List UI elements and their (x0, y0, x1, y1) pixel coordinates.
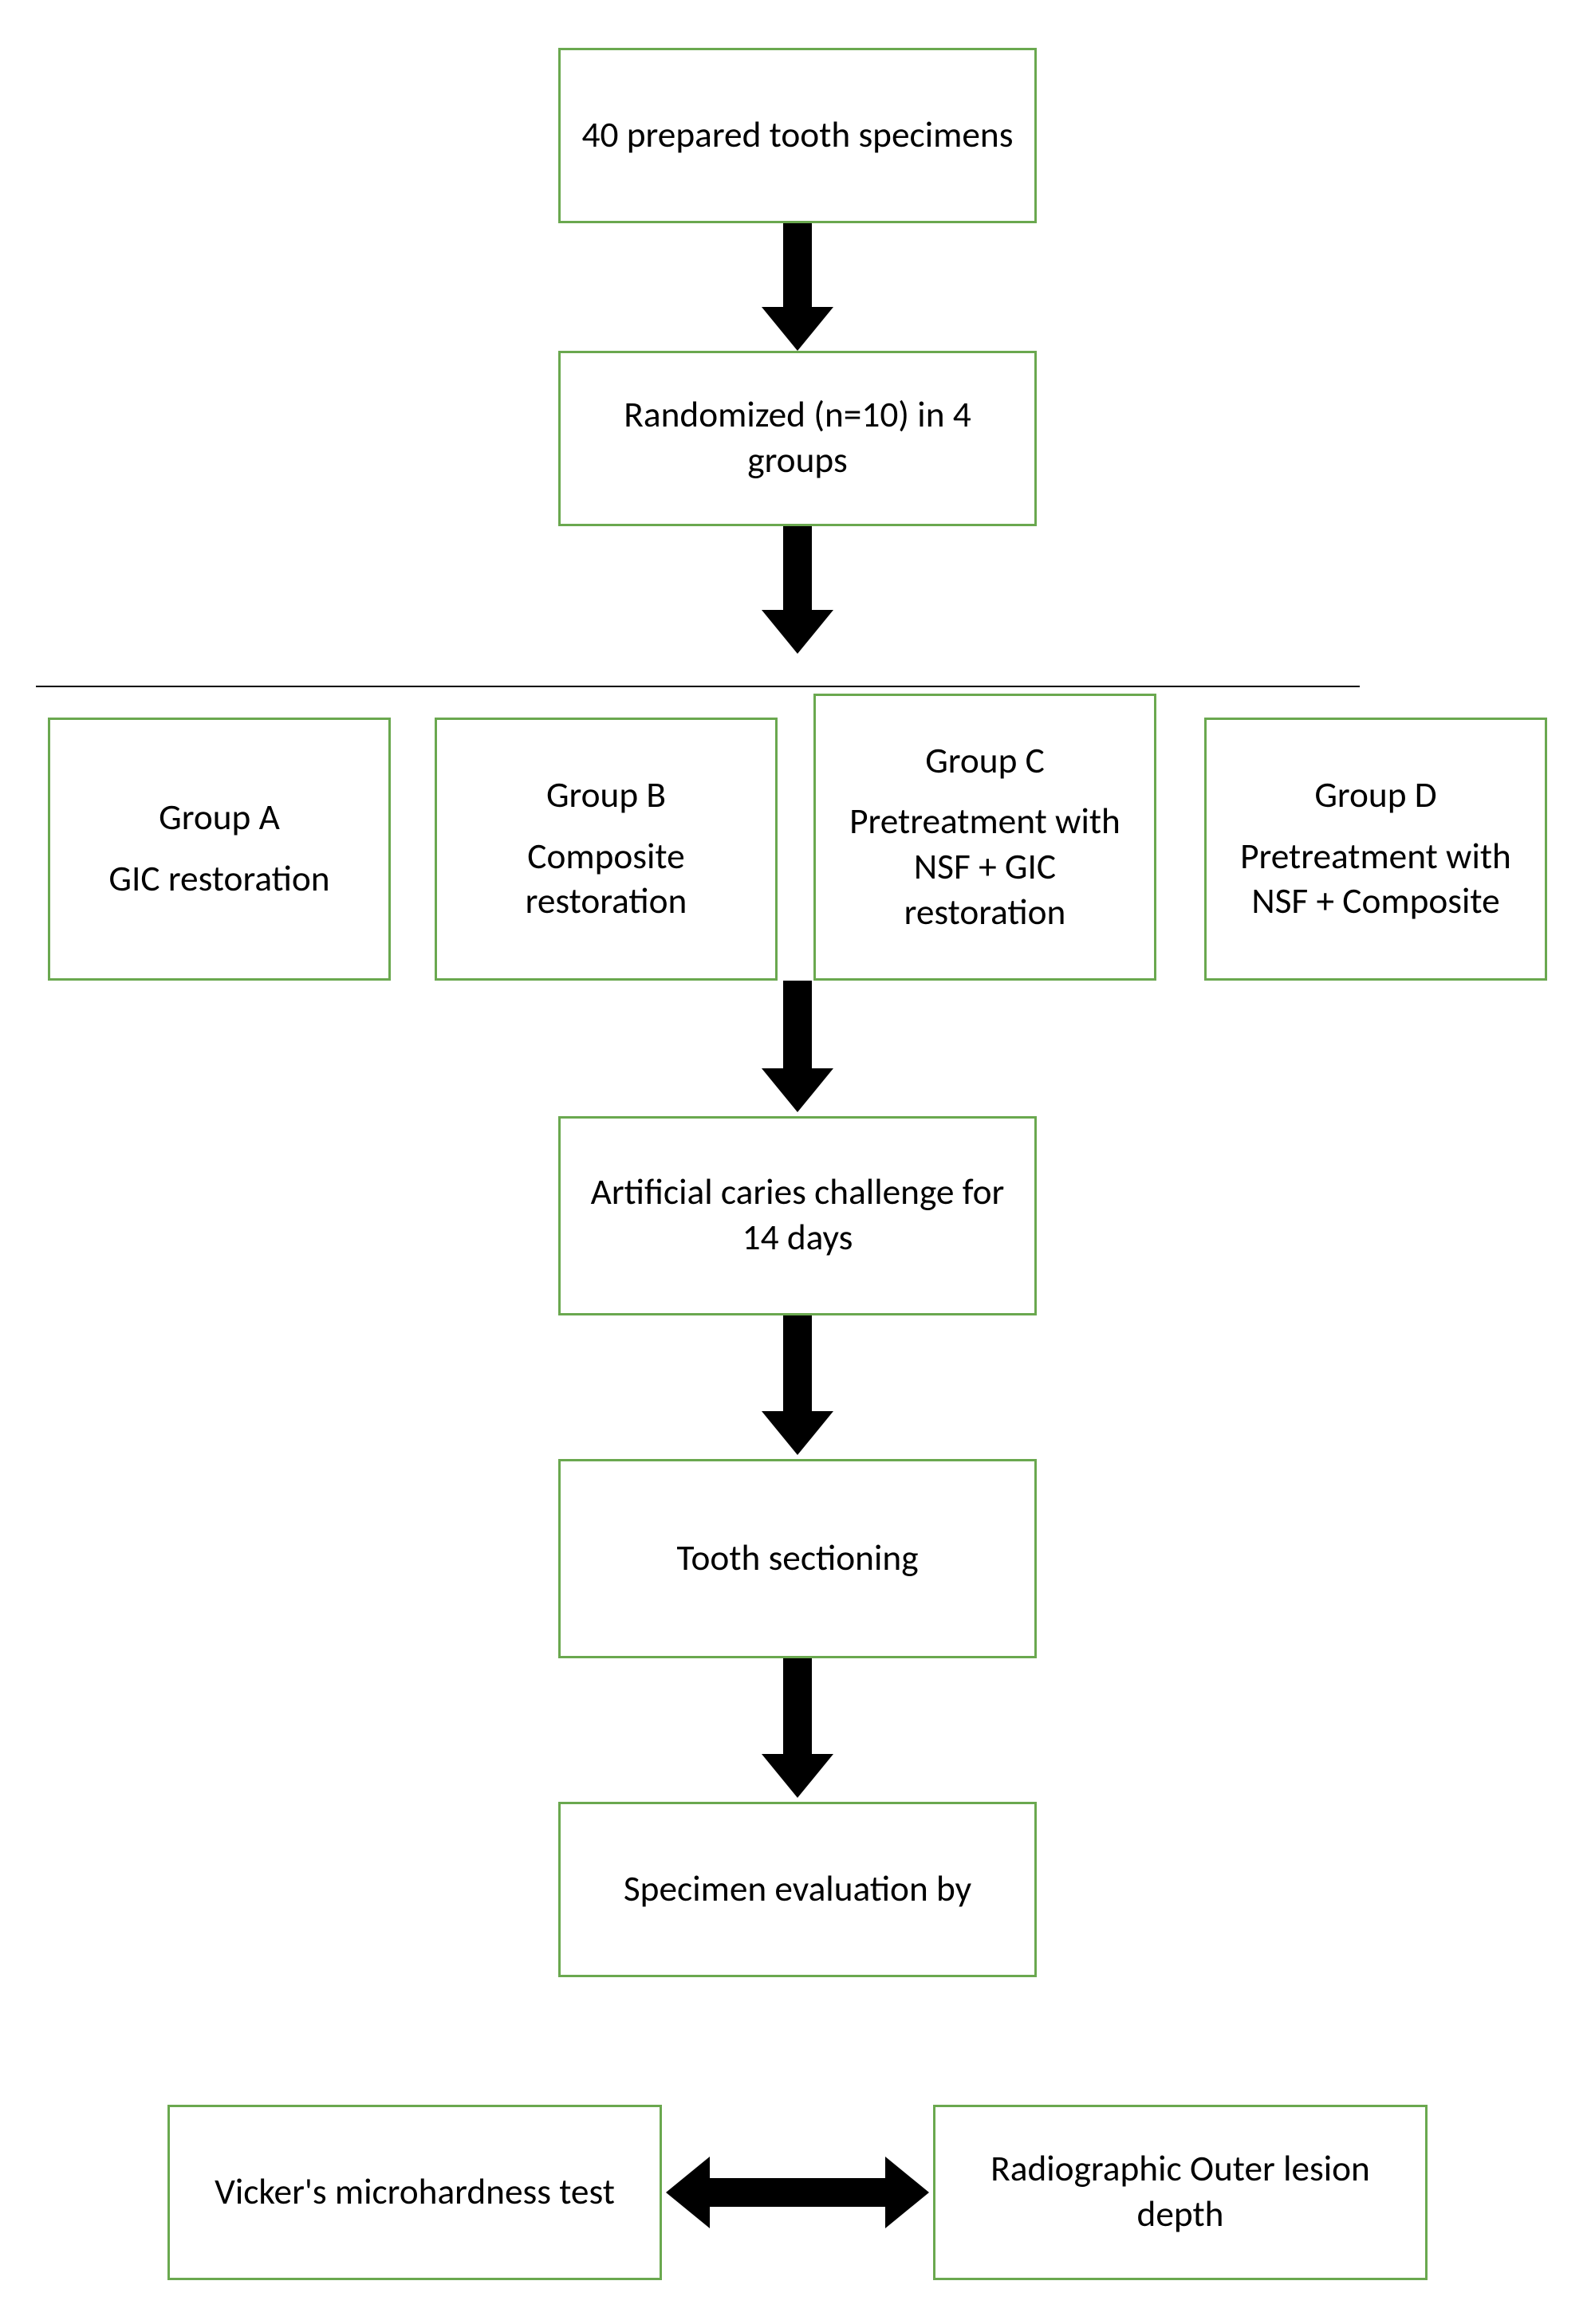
flow-node-n2: Randomized (n=10) in 4 groups (558, 351, 1037, 526)
node-title: Radiographic Outer lesion depth (951, 2147, 1409, 2237)
arrow-down-a5 (762, 1658, 833, 1798)
flow-node-gD: Group D Pretreatment with NSF + Composite (1204, 718, 1547, 981)
flow-node-nL: Vicker's microhardness test (167, 2105, 662, 2280)
node-title: Group D (1314, 773, 1436, 819)
node-title: Group B (546, 773, 666, 819)
group-divider-line (36, 686, 1360, 687)
node-title: Randomized (n=10) in 4 groups (577, 393, 1018, 483)
arrow-down-a1 (762, 223, 833, 351)
flow-node-gB: Group B Composite restoration (435, 718, 778, 981)
node-title: Specimen evaluation by (624, 1867, 971, 1913)
arrow-down-a3 (762, 981, 833, 1112)
flowchart-canvas: 40 prepared tooth specimens Randomized (n… (0, 0, 1595, 2324)
node-subtitle: Composite restoration (453, 835, 759, 925)
flow-node-n1: 40 prepared tooth specimens (558, 48, 1037, 223)
flow-node-n3: Artificial caries challenge for 14 days (558, 1116, 1037, 1315)
node-title: Group C (925, 739, 1045, 784)
node-subtitle: Pretreatment with NSF + GIC restoration (832, 800, 1138, 935)
flow-node-n5: Specimen evaluation by (558, 1802, 1037, 1977)
node-title: 40 prepared tooth specimens (582, 113, 1014, 159)
flow-node-n4: Tooth sectioning (558, 1459, 1037, 1658)
arrow-down-a2 (762, 526, 833, 654)
arrow-double-a6 (666, 2157, 929, 2228)
node-title: Group A (159, 796, 280, 841)
node-title: Artificial caries challenge for 14 days (577, 1170, 1018, 1260)
flow-node-gA: Group A GIC restoration (48, 718, 391, 981)
node-subtitle: Pretreatment with NSF + Composite (1223, 835, 1529, 925)
node-subtitle: GIC restoration (108, 857, 329, 902)
flow-node-gC: Group C Pretreatment with NSF + GIC resto… (813, 694, 1156, 981)
arrow-down-a4 (762, 1315, 833, 1455)
node-title: Vicker's microhardness test (215, 2170, 615, 2216)
node-title: Tooth sectioning (676, 1536, 918, 1582)
flow-node-nR: Radiographic Outer lesion depth (933, 2105, 1428, 2280)
